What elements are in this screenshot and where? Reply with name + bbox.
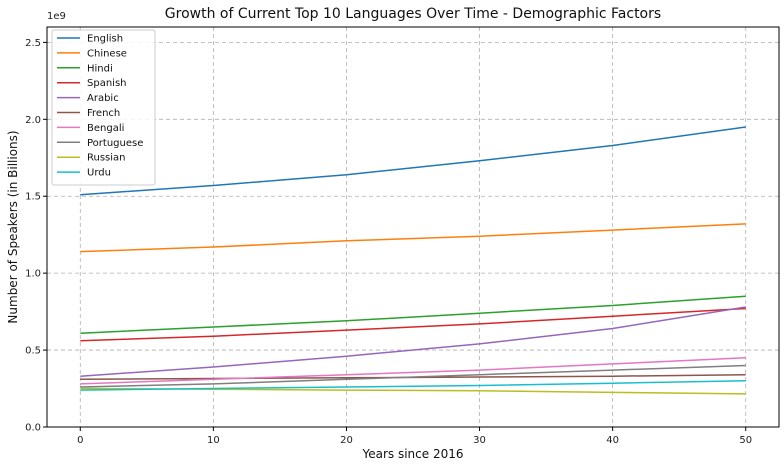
x-tick-label: 40 (606, 435, 619, 446)
legend-label: Portuguese (87, 138, 143, 149)
legend-label: Arabic (87, 93, 119, 104)
series-line-chinese (80, 223, 746, 253)
y-tick-label: 1.5 (25, 192, 41, 203)
series-lines (80, 126, 746, 395)
y-tick-label: 2.5 (25, 38, 41, 49)
legend-label: Russian (87, 153, 126, 164)
y-tick-label: 1.0 (25, 269, 41, 280)
legend: English Chinese Hindi Spanish Arabic French Be… (51, 29, 156, 186)
legend-box (51, 29, 156, 186)
x-tick-label: 0 (77, 435, 83, 446)
legend-label: Bengali (87, 123, 124, 134)
series-line-arabic (80, 306, 746, 377)
legend-label: Urdu (87, 168, 111, 179)
y-tick-label: 2.0 (25, 115, 41, 126)
x-tick-label: 10 (207, 435, 220, 446)
x-axis-label: Years since 2016 (362, 447, 464, 461)
y-axis-label: Number of Speakers (in Billions) (6, 130, 20, 323)
legend-label: Spanish (87, 78, 127, 89)
series-line-portuguese (80, 364, 746, 388)
x-tick-label: 20 (340, 435, 353, 446)
x-tick-label: 50 (739, 435, 752, 446)
series-line-bengali (80, 357, 746, 385)
series-line-hindi (80, 295, 746, 334)
axis-ticks: 0 10 20 30 40 50 0.0 0.5 1.0 1.5 2.0 2.5 (25, 38, 752, 446)
legend-label: Chinese (87, 48, 127, 59)
y-offset-text: 1e9 (47, 11, 66, 22)
series-line-english (80, 126, 746, 196)
chart-title: Growth of Current Top 10 Languages Over … (165, 6, 661, 22)
legend-label: Hindi (87, 63, 113, 74)
x-tick-label: 30 (473, 435, 486, 446)
series-line-spanish (80, 307, 746, 342)
y-tick-label: 0.0 (25, 423, 41, 434)
plot-frame (46, 26, 780, 428)
legend-label: French (87, 108, 120, 119)
series-line-urdu (80, 380, 746, 391)
legend-label: English (87, 34, 123, 45)
y-tick-label: 0.5 (25, 346, 41, 357)
